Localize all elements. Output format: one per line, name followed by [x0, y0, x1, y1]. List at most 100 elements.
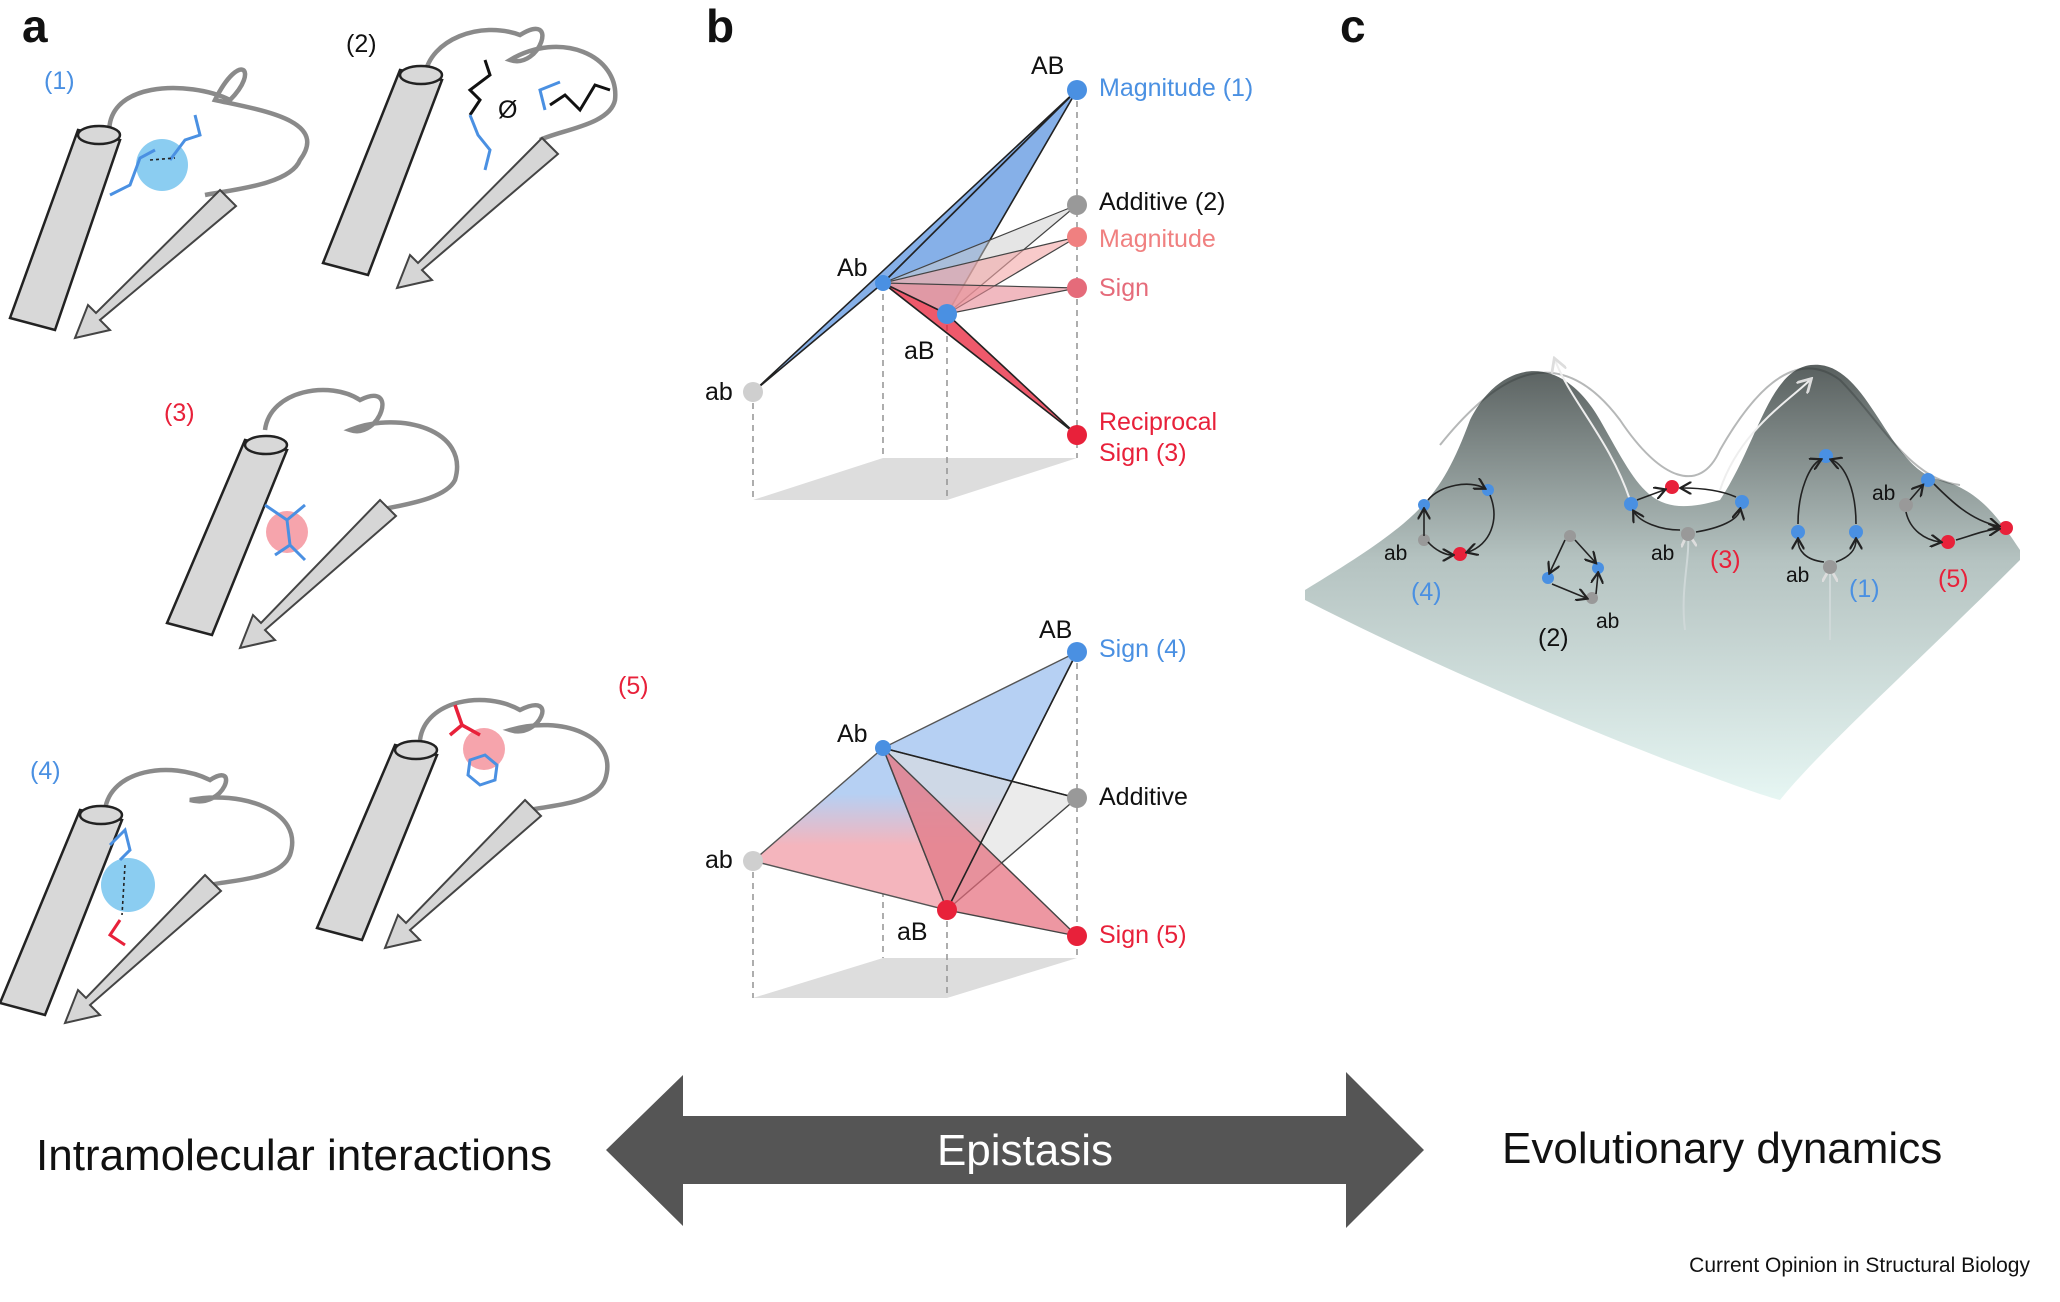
motif-5: ab (5)	[1872, 473, 2013, 593]
base-plane-bottom	[753, 958, 1077, 998]
structure-1-label: (1)	[44, 67, 75, 95]
vertex-ab-bottom	[743, 851, 763, 871]
edge-4b	[1468, 494, 1495, 552]
vertex-ab-top	[743, 382, 763, 402]
trail-left-peak	[1555, 360, 1631, 501]
node-5a	[1921, 473, 1935, 487]
structure-3-label: (3)	[164, 399, 195, 427]
node-5c	[1941, 535, 1955, 549]
label-additive: Additive	[1099, 783, 1188, 811]
node-4a	[1418, 499, 1430, 511]
face-sign-5	[882, 747, 1080, 938]
vertex-AB-top	[1067, 80, 1087, 100]
edge-3d	[1682, 488, 1737, 498]
node-4c	[1418, 534, 1430, 546]
node-2a	[1564, 530, 1576, 542]
edge-2a	[1550, 539, 1566, 572]
label-magnitude: Magnitude	[1099, 225, 1216, 253]
helix-top-5	[393, 739, 439, 761]
endpoint-sign	[1067, 278, 1087, 298]
label-additive-2: Additive (2)	[1099, 188, 1225, 216]
helix-top-3	[243, 434, 289, 456]
motif-1-ab: ab	[1786, 564, 1809, 587]
node-3b	[1665, 480, 1679, 494]
node-3d	[1681, 527, 1695, 541]
node-2c	[1592, 562, 1604, 574]
vertex-AB-label-top: AB	[1031, 52, 1064, 80]
panel-a: a (1) (2) Ø (3)	[0, 0, 649, 1025]
trail-right-peak	[1719, 380, 1810, 491]
residue-2d	[538, 80, 561, 111]
endpoint-reciprocal-sign-3	[1067, 425, 1087, 445]
residue-5b-ring	[466, 753, 499, 787]
label-sign-5: Sign (5)	[1099, 921, 1187, 949]
node-2b	[1542, 572, 1554, 584]
loop-5	[417, 697, 610, 813]
epistasis-double-arrow	[606, 1072, 1424, 1228]
vertex-Ab-label-top: Ab	[837, 254, 868, 282]
label-sign: Sign	[1099, 274, 1149, 302]
endpoint-sign-4	[1067, 642, 1087, 662]
panel-c-letter: c	[1340, 0, 1366, 52]
evolutionary-dynamics-label: Evolutionary dynamics	[1502, 1124, 1942, 1173]
edge-3b	[1634, 512, 1681, 531]
vertex-aB-label-top: aB	[904, 337, 935, 365]
strand-arrow-5	[383, 798, 543, 950]
interaction-circle-4	[101, 858, 155, 912]
motif-5-ab: ab	[1872, 482, 1895, 505]
motif-2: ab (2)	[1538, 530, 1619, 652]
base-plane-top	[753, 458, 1077, 500]
endpoint-sign-5	[1067, 926, 1087, 946]
helix-cylinder-2	[321, 68, 444, 277]
epistasis-label: Epistasis	[937, 1126, 1113, 1175]
vertex-AB-label-bottom: AB	[1039, 616, 1072, 644]
helix-top-1	[76, 124, 122, 146]
loop-2	[422, 26, 618, 143]
edge-3c	[1695, 510, 1740, 533]
motif-4-label: (4)	[1411, 578, 1442, 606]
label-sign-4: Sign (4)	[1099, 635, 1187, 663]
null-symbol: Ø	[498, 96, 517, 124]
label-magnitude-1: Magnitude (1)	[1099, 74, 1253, 102]
node-1c	[1849, 525, 1863, 539]
panel-b: b AB Ab aB ab Magnitud	[705, 0, 1253, 998]
residue-3	[264, 503, 307, 562]
endpoint-additive	[1067, 788, 1087, 808]
structure-2: (2) Ø	[321, 26, 618, 290]
strand-arrow-3	[238, 498, 398, 650]
vertex-aB-top	[937, 304, 957, 324]
strand-arrow-4	[63, 873, 223, 1025]
edge-3a	[1636, 490, 1664, 501]
loop-3	[262, 387, 460, 513]
motif-2-label: (2)	[1538, 624, 1569, 652]
vertex-ab-label-bottom: ab	[705, 846, 733, 874]
strand-arrow-1	[73, 188, 238, 340]
intramolecular-interactions-label: Intramolecular interactions	[36, 1131, 552, 1180]
edge-5a	[1909, 486, 1922, 501]
structure-2-label: (2)	[346, 30, 377, 58]
node-1a	[1819, 449, 1833, 463]
landscape-ridge	[1439, 367, 1961, 486]
motif-5-label: (5)	[1938, 565, 1969, 593]
endpoint-additive-2	[1067, 195, 1087, 215]
node-5b	[1899, 498, 1913, 512]
edge-4d	[1427, 541, 1452, 555]
structure-4: (4)	[0, 757, 295, 1025]
edge-2b	[1574, 539, 1595, 562]
motif-4-ab: ab	[1384, 542, 1407, 565]
panel-b-letter: b	[706, 0, 734, 52]
residue-4a	[108, 827, 132, 862]
edge-2c	[1551, 583, 1586, 598]
motif-3-ab: ab	[1651, 542, 1674, 565]
structure-3: (3)	[164, 387, 460, 650]
vertex-ab-label-top: ab	[705, 378, 733, 406]
fitness-landscape	[1305, 364, 2020, 800]
motif-1-label: (1)	[1849, 575, 1880, 603]
vertex-Ab-label-bottom: Ab	[837, 720, 868, 748]
face-reciprocal-sign-3	[882, 282, 1078, 436]
journal-credit: Current Opinion in Structural Biology	[1689, 1254, 2030, 1277]
motif-1: ab (1)	[1786, 449, 1880, 603]
node-4b	[1482, 484, 1494, 496]
node-5d	[1999, 521, 2013, 535]
